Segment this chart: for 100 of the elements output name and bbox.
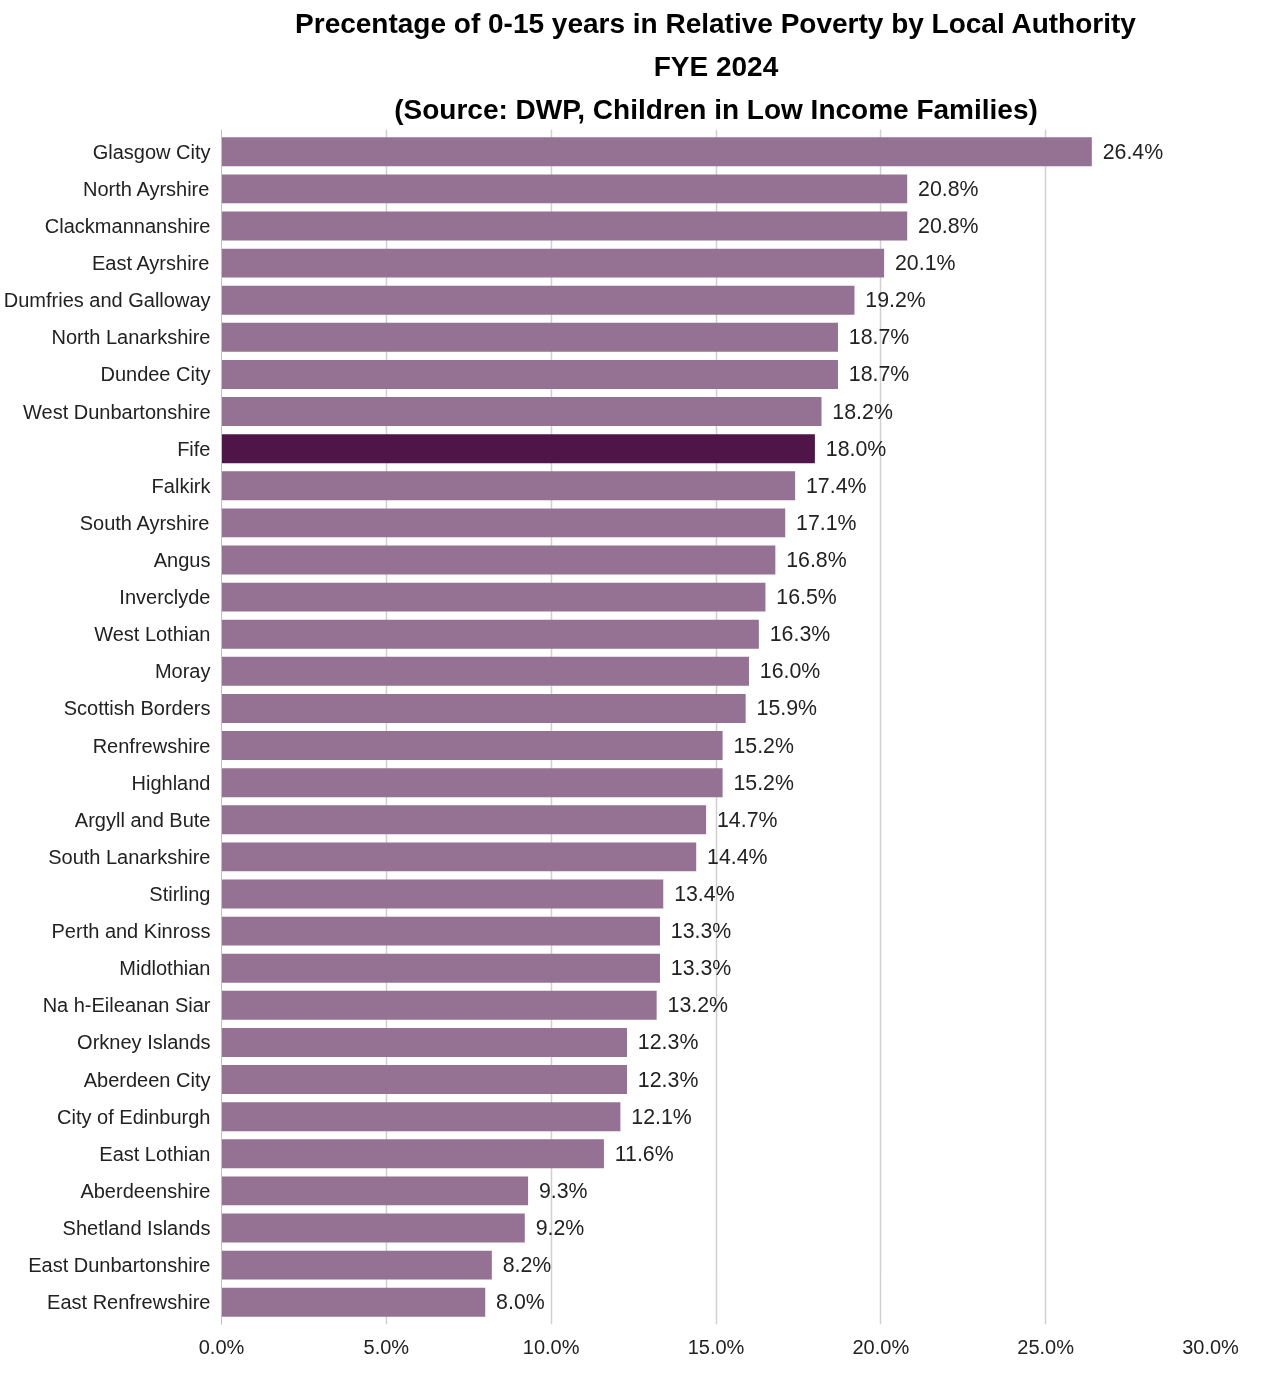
data-label: 13.2% <box>667 993 729 1018</box>
data-label: 8.2% <box>502 1253 552 1278</box>
y-tick-label: Falkirk <box>151 474 212 497</box>
y-tick-label: West Lothian <box>94 623 211 646</box>
y-tick-label: Angus <box>153 549 211 571</box>
bar <box>221 619 759 649</box>
bar <box>221 656 749 686</box>
bar <box>221 805 707 835</box>
data-label: 14.4% <box>707 844 768 869</box>
y-tick-label: City of Edinburgh <box>57 1105 211 1128</box>
y-tick-label: Glasgow City <box>92 140 211 163</box>
data-label: 17.1% <box>796 510 857 535</box>
y-tick-label: Argyll and Bute <box>74 808 211 831</box>
bar <box>221 1027 627 1057</box>
y-tick-label: Shetland Islands <box>62 1217 211 1240</box>
y-tick-label: Na h-Eileanan Siar <box>42 994 211 1017</box>
bar <box>221 693 746 723</box>
y-tick-label: Dundee City <box>100 363 211 386</box>
data-label: 20.8% <box>918 213 979 238</box>
bar <box>221 1287 486 1317</box>
y-tick-label: East Dunbartonshire <box>28 1254 211 1277</box>
data-label: 18.2% <box>832 399 893 424</box>
data-label: 20.8% <box>918 176 979 201</box>
bar <box>221 137 1092 167</box>
data-label: 9.2% <box>535 1216 585 1241</box>
chart-subtitle: FYE 2024 <box>653 50 779 82</box>
y-tick-label: Inverclyde <box>119 586 211 609</box>
y-tick-label: Dumfries and Galloway <box>3 289 211 312</box>
y-tick-label: Clackmannanshire <box>44 214 211 237</box>
bar <box>221 1250 492 1280</box>
data-label: 18.0% <box>825 436 887 461</box>
data-label: 17.4% <box>806 473 867 498</box>
bar <box>221 359 838 389</box>
bar <box>221 1176 529 1206</box>
data-label: 9.3% <box>538 1178 588 1203</box>
data-label: 18.7% <box>848 362 910 387</box>
bar <box>221 953 660 983</box>
x-tick-label: 20.0% <box>852 1335 910 1358</box>
data-label: 15.9% <box>756 696 818 721</box>
data-label: 16.0% <box>759 659 821 684</box>
bar <box>221 768 723 798</box>
y-tick-label: Scottish Borders <box>63 697 211 720</box>
bar <box>221 248 885 278</box>
data-label: 15.2% <box>733 770 794 795</box>
data-label: 16.8% <box>786 548 847 572</box>
bar <box>221 322 838 352</box>
y-tick-label: East Renfrewshire <box>47 1291 211 1314</box>
y-tick-label: East Lothian <box>99 1142 211 1165</box>
data-label: 13.4% <box>674 882 735 906</box>
bar <box>221 1139 604 1169</box>
x-tick-label: 15.0% <box>687 1335 745 1358</box>
data-label: 11.6% <box>614 1141 674 1166</box>
x-tick-label: 10.0% <box>522 1335 580 1358</box>
data-label: 18.7% <box>848 325 910 350</box>
bar <box>221 545 776 575</box>
bar <box>221 582 766 612</box>
chart-title: Precentage of 0-15 years in Relative Poverty by Local Authority <box>295 7 1137 39</box>
y-tick-label: Moray <box>154 660 211 683</box>
x-tick-label: 0.0% <box>198 1335 245 1358</box>
y-tick-label: South Lanarkshire <box>48 845 211 868</box>
data-label: 14.7% <box>716 807 778 832</box>
bar <box>221 174 908 204</box>
y-tick-label: Stirling <box>149 883 211 905</box>
bar <box>221 1065 627 1095</box>
bar <box>221 471 796 501</box>
bar <box>221 879 664 909</box>
bar <box>221 397 822 427</box>
x-tick-label: 25.0% <box>1017 1335 1075 1358</box>
bar <box>221 990 657 1020</box>
y-tick-label: Highland <box>131 771 211 794</box>
y-tick-label: North Lanarkshire <box>51 326 211 349</box>
y-tick-label: West Dunbartonshire <box>23 400 211 423</box>
text: (Source: DWP, Children in Low Income Families) <box>394 93 1038 125</box>
y-tick-label: Renfrewshire <box>92 734 211 757</box>
y-tick-label: Aberdeenshire <box>80 1179 211 1202</box>
bar <box>221 211 908 241</box>
data-label: 13.3% <box>670 919 732 944</box>
y-tick-label: Orkney Islands <box>77 1031 211 1054</box>
y-tick-label: North Ayrshire <box>83 177 210 200</box>
bar <box>221 731 723 761</box>
y-tick-label: Fife <box>177 437 211 460</box>
bar <box>221 916 660 946</box>
x-tick-label: 5.0% <box>363 1335 410 1358</box>
data-label: 12.3% <box>637 1030 699 1055</box>
data-label: 8.0% <box>496 1290 545 1315</box>
data-label: 13.3% <box>670 956 732 981</box>
bar <box>221 842 697 872</box>
data-label: 26.4% <box>1102 139 1164 164</box>
bar <box>221 434 815 464</box>
bar <box>221 508 786 538</box>
y-tick-label: Midlothian <box>119 957 211 980</box>
y-tick-label: East Ayrshire <box>91 252 210 275</box>
data-label: 20.1% <box>895 251 956 276</box>
y-tick-label: Aberdeen City <box>83 1068 211 1091</box>
bar <box>221 285 855 315</box>
data-label: 12.1% <box>631 1104 692 1129</box>
y-tick-label: Perth and Kinross <box>51 920 211 943</box>
bar <box>221 1102 621 1132</box>
data-label: 16.5% <box>776 585 837 610</box>
x-tick-label: 30.0% <box>1182 1335 1240 1358</box>
